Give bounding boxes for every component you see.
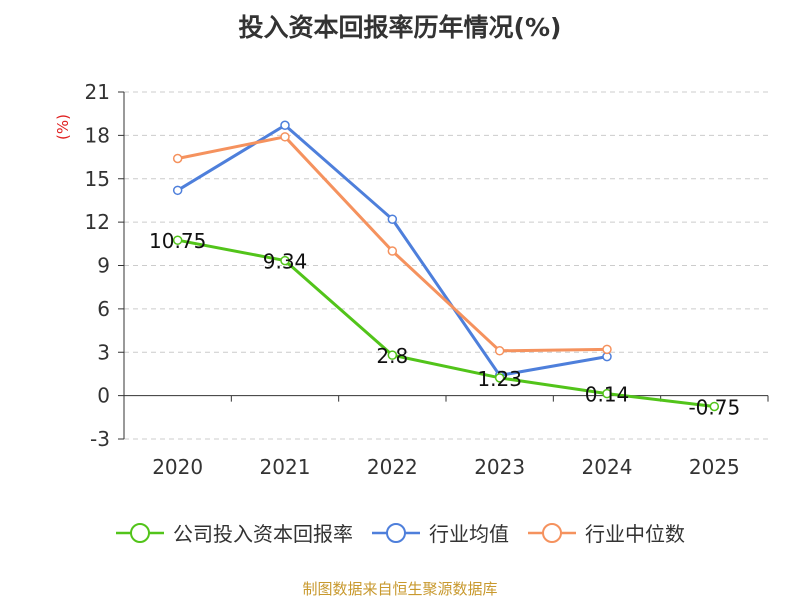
legend-item-industry_avg[interactable]: 行业均值 [371,518,509,547]
data-point-industry_median[interactable] [494,346,505,356]
data-point-company[interactable] [602,388,612,399]
data-point-company[interactable] [494,373,505,383]
data-label: 2.8 [376,344,408,368]
grid-lines [124,91,768,440]
x-tick-label: 2023 [474,455,525,479]
x-tick-label: 2024 [582,455,633,479]
data-label: -0.75 [688,395,740,419]
data-point-company[interactable] [280,255,290,266]
axes: -3 0 3 6 9 12 15 18 21 2020 2021 2022 2023 2024 2025 [85,80,769,479]
legend-marker-icon [528,522,576,543]
y-tick-label: 3 [97,340,110,364]
data-point-industry_median[interactable] [602,344,612,355]
series-line-industry_median [177,135,608,353]
data-point-industry_median[interactable] [172,153,183,164]
legend-label: 行业均值 [429,522,509,546]
y-tick-label: 12 [85,210,110,234]
x-tick-label: 2020 [152,455,203,479]
y-tick-label: -3 [90,427,110,451]
legend: 公司投入资本回报率 行业均值 行业中位数 [0,518,800,547]
data-label: 1.23 [477,367,522,391]
legend-label: 公司投入资本回报率 [173,522,353,546]
legend-label: 行业中位数 [585,522,685,546]
legend-marker-icon [116,522,164,543]
y-tick-label: 6 [97,297,110,321]
data-point-company[interactable] [172,235,183,245]
data-point-industry_median[interactable] [280,132,290,142]
y-tick-label: 18 [85,123,110,147]
data-point-industry_avg[interactable] [172,185,183,196]
x-tick-label: 2021 [260,455,311,479]
series-lines [172,120,720,412]
data-labels: 10.75 9.34 2.8 1.23 0.14 -0.75 [149,229,740,419]
data-label: 9.34 [263,250,308,274]
series-line-company [177,238,715,408]
data-label: 10.75 [149,229,206,253]
data-point-company[interactable] [387,350,398,360]
data-point-company[interactable] [709,401,720,412]
y-tick-label: 21 [85,80,110,104]
y-tick-label: 9 [97,254,110,278]
data-label: 0.14 [585,383,630,407]
y-tick-label: 15 [85,167,110,191]
legend-item-company[interactable]: 公司投入资本回报率 [115,518,353,547]
chart-title: 投入资本回报率历年情况(%) [238,13,562,42]
data-point-industry_avg[interactable] [387,214,398,224]
x-tick-label: 2022 [367,455,418,479]
y-tick-label: 0 [97,384,110,408]
y-axis-unit-label: (%) [54,114,72,140]
data-point-industry_avg[interactable] [280,120,290,131]
data-point-industry_median[interactable] [387,246,398,256]
legend-item-industry_median[interactable]: 行业中位数 [527,518,685,547]
legend-marker-icon [372,522,420,543]
x-tick-label: 2025 [689,455,740,479]
source-note: 制图数据来自恒生聚源数据库 [302,580,498,598]
